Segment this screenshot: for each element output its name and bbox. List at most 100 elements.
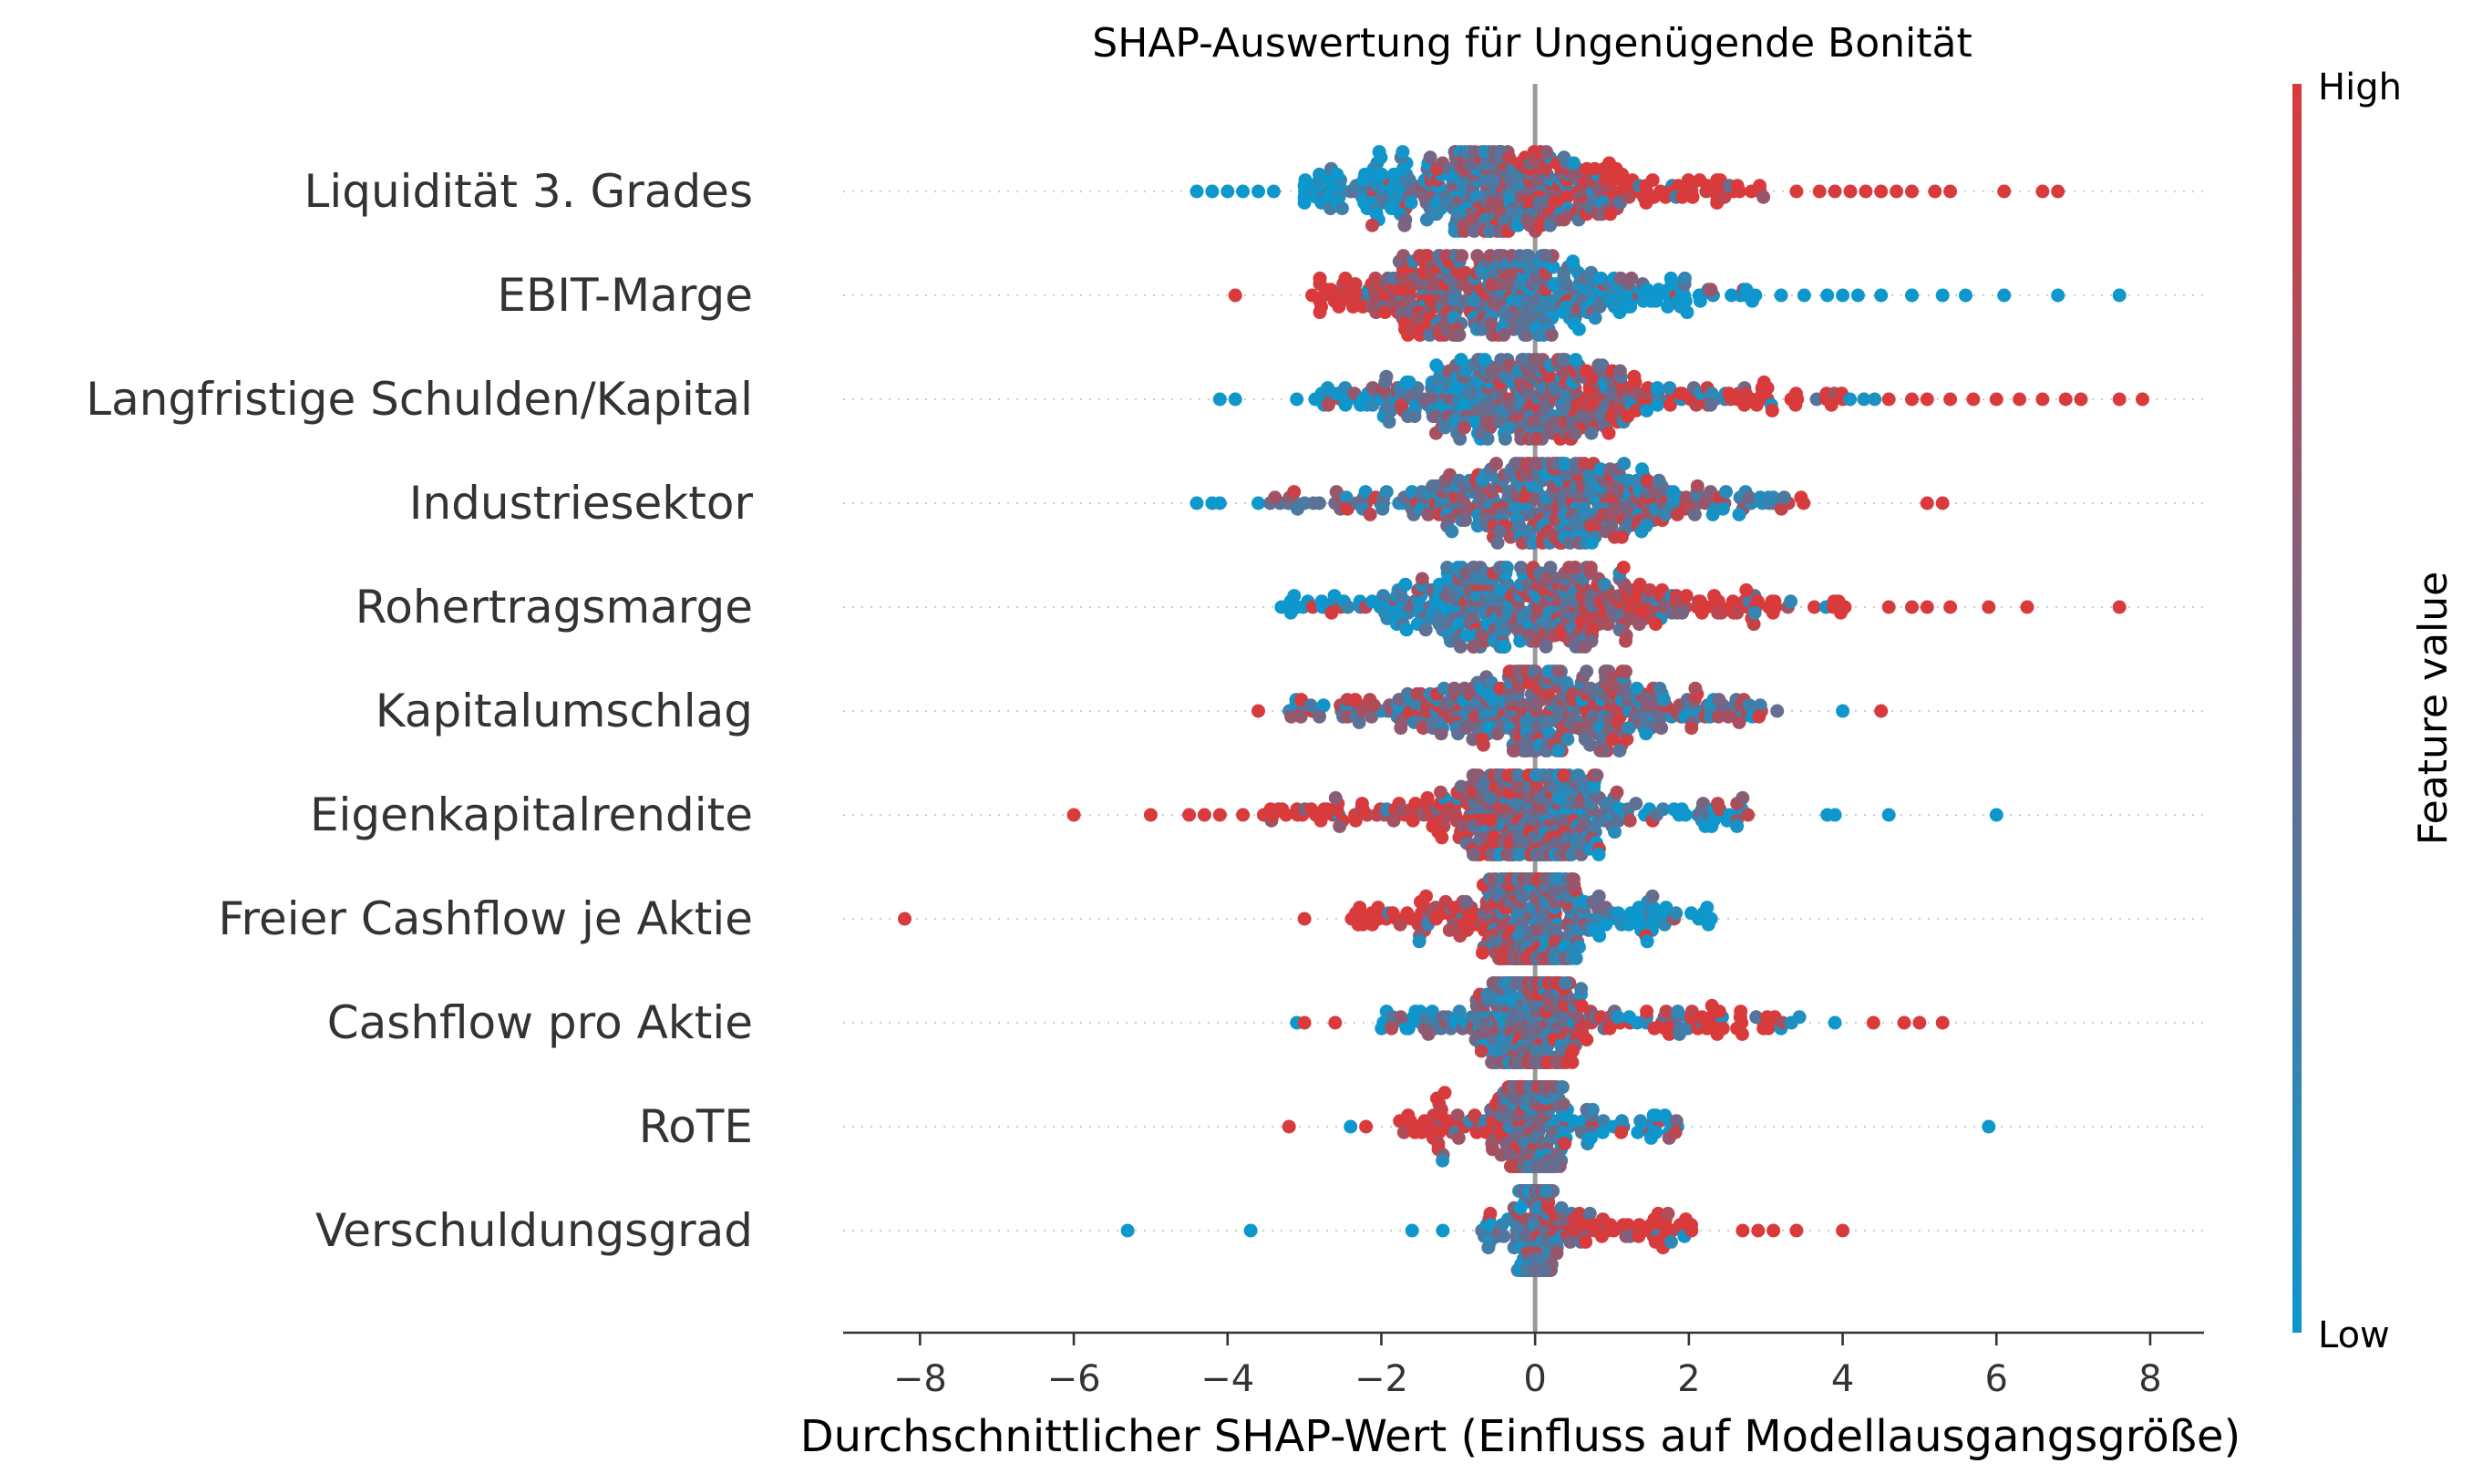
shap-dot: [1621, 409, 1635, 424]
shap-dot: [1329, 485, 1344, 500]
shap-dot: [1498, 431, 1512, 446]
shap-dot: [1338, 397, 1353, 412]
shap-dot: [1730, 179, 1745, 193]
shap-dot: [1905, 184, 1919, 199]
shap-dot: [1635, 462, 1649, 477]
shap-dot: [1659, 1005, 1674, 1019]
shap-dot: [1394, 721, 1408, 736]
x-tick-label: −6: [1047, 1358, 1101, 1400]
shap-dot: [1556, 1097, 1571, 1111]
shap-dot: [1457, 420, 1471, 435]
shap-dot: [1674, 802, 1689, 817]
shap-dot: [1679, 589, 1694, 603]
shap-dot: [1499, 561, 1514, 575]
shap-dot: [1568, 426, 1582, 440]
shap-dot: [1715, 605, 1728, 620]
shap-dot: [1566, 254, 1581, 269]
shap-dots: [898, 145, 2149, 1277]
shap-dot: [1820, 288, 1835, 303]
x-tick-label: 2: [1677, 1358, 1700, 1400]
shap-dot: [1597, 577, 1612, 592]
shap-dot: [1774, 288, 1788, 303]
shap-dot: [1251, 704, 1265, 718]
shap-dot: [1182, 808, 1197, 822]
shap-dot: [1897, 1015, 1911, 1030]
shap-dot: [1685, 190, 1700, 204]
shap-dot: [1437, 681, 1451, 696]
shap-dot: [1557, 212, 1571, 227]
shap-dot: [1627, 369, 1642, 384]
shap-dot: [1679, 490, 1694, 505]
shap-dot: [1687, 507, 1702, 521]
shap-dot: [1730, 819, 1745, 833]
shap-dot: [1669, 1114, 1684, 1128]
shap-dot: [1982, 600, 1996, 614]
shap-dot: [1677, 271, 1692, 285]
shap-dot: [1766, 605, 1780, 620]
shap-dot: [1521, 249, 1536, 263]
shap-dot: [1569, 353, 1583, 367]
shap-dot: [1857, 392, 1871, 407]
shap-dot: [1747, 605, 1762, 620]
shap-dot: [1650, 397, 1664, 412]
feature-label: Langfristige Schulden/Kapital: [86, 373, 753, 426]
shap-dot: [1406, 813, 1420, 828]
shap-dot: [1485, 1055, 1499, 1069]
shap-dot: [1418, 623, 1433, 637]
shap-dot: [1467, 768, 1481, 783]
shap-dot: [1494, 951, 1508, 965]
shap-dot: [1639, 727, 1653, 741]
shap-dot: [1661, 1206, 1675, 1221]
shap-dot: [1421, 507, 1436, 521]
feature-label: Kapitalumschlag: [376, 685, 753, 737]
shap-dot: [1765, 403, 1779, 417]
feature-label: Rohertragsmarge: [355, 581, 753, 634]
shap-dot: [1905, 392, 1919, 407]
shap-dot: [1711, 594, 1725, 609]
x-tick-label: 4: [1831, 1358, 1854, 1400]
shap-dot: [1539, 1184, 1553, 1199]
shap-dot: [1574, 998, 1589, 1013]
shap-dot: [1641, 381, 1655, 396]
shap-dot: [1297, 195, 1312, 210]
shap-dot: [1434, 727, 1448, 741]
shap-dot: [1684, 721, 1699, 736]
shap-dot: [1423, 150, 1437, 165]
shap-dot: [1639, 519, 1653, 533]
shap-dot: [1715, 1021, 1730, 1036]
shap-dot: [1565, 872, 1580, 887]
shap-dot: [1989, 392, 2003, 407]
shap-dot: [1243, 1223, 1258, 1238]
shap-dot: [1784, 594, 1798, 609]
shap-dot: [2020, 600, 2034, 614]
shap-dot: [1704, 283, 1718, 297]
shap-dot: [1371, 901, 1385, 915]
shap-dot: [1394, 1010, 1408, 1025]
shap-dot: [1313, 305, 1327, 320]
shap-dot: [1663, 397, 1677, 412]
shap-dot: [1828, 808, 1842, 822]
shap-dot: [1868, 392, 1882, 407]
shap-dot: [1375, 167, 1389, 181]
shap-dot: [1595, 358, 1610, 373]
shap-dot: [1912, 1015, 1927, 1030]
shap-dot: [1881, 600, 1896, 614]
shap-dot: [1355, 917, 1370, 932]
shap-dot: [1623, 299, 1638, 314]
shap-dot: [1297, 912, 1312, 926]
shap-dot: [1358, 485, 1373, 500]
shap-dot: [1378, 305, 1392, 320]
shap-dot: [1688, 681, 1703, 696]
shap-dot: [1414, 686, 1428, 701]
shap-dot: [1836, 704, 1850, 718]
shap-dot: [1812, 184, 1827, 199]
shap-dot: [1766, 1223, 1781, 1238]
shap-dot: [1756, 190, 1771, 204]
shap-dot: [1458, 145, 1473, 160]
shap-dot: [1696, 797, 1710, 811]
shap-dot: [1555, 1080, 1570, 1095]
shap-dot: [1556, 353, 1571, 367]
shap-dot: [1621, 1218, 1635, 1232]
shap-dot: [1704, 912, 1718, 926]
shap-dot: [1511, 847, 1526, 861]
